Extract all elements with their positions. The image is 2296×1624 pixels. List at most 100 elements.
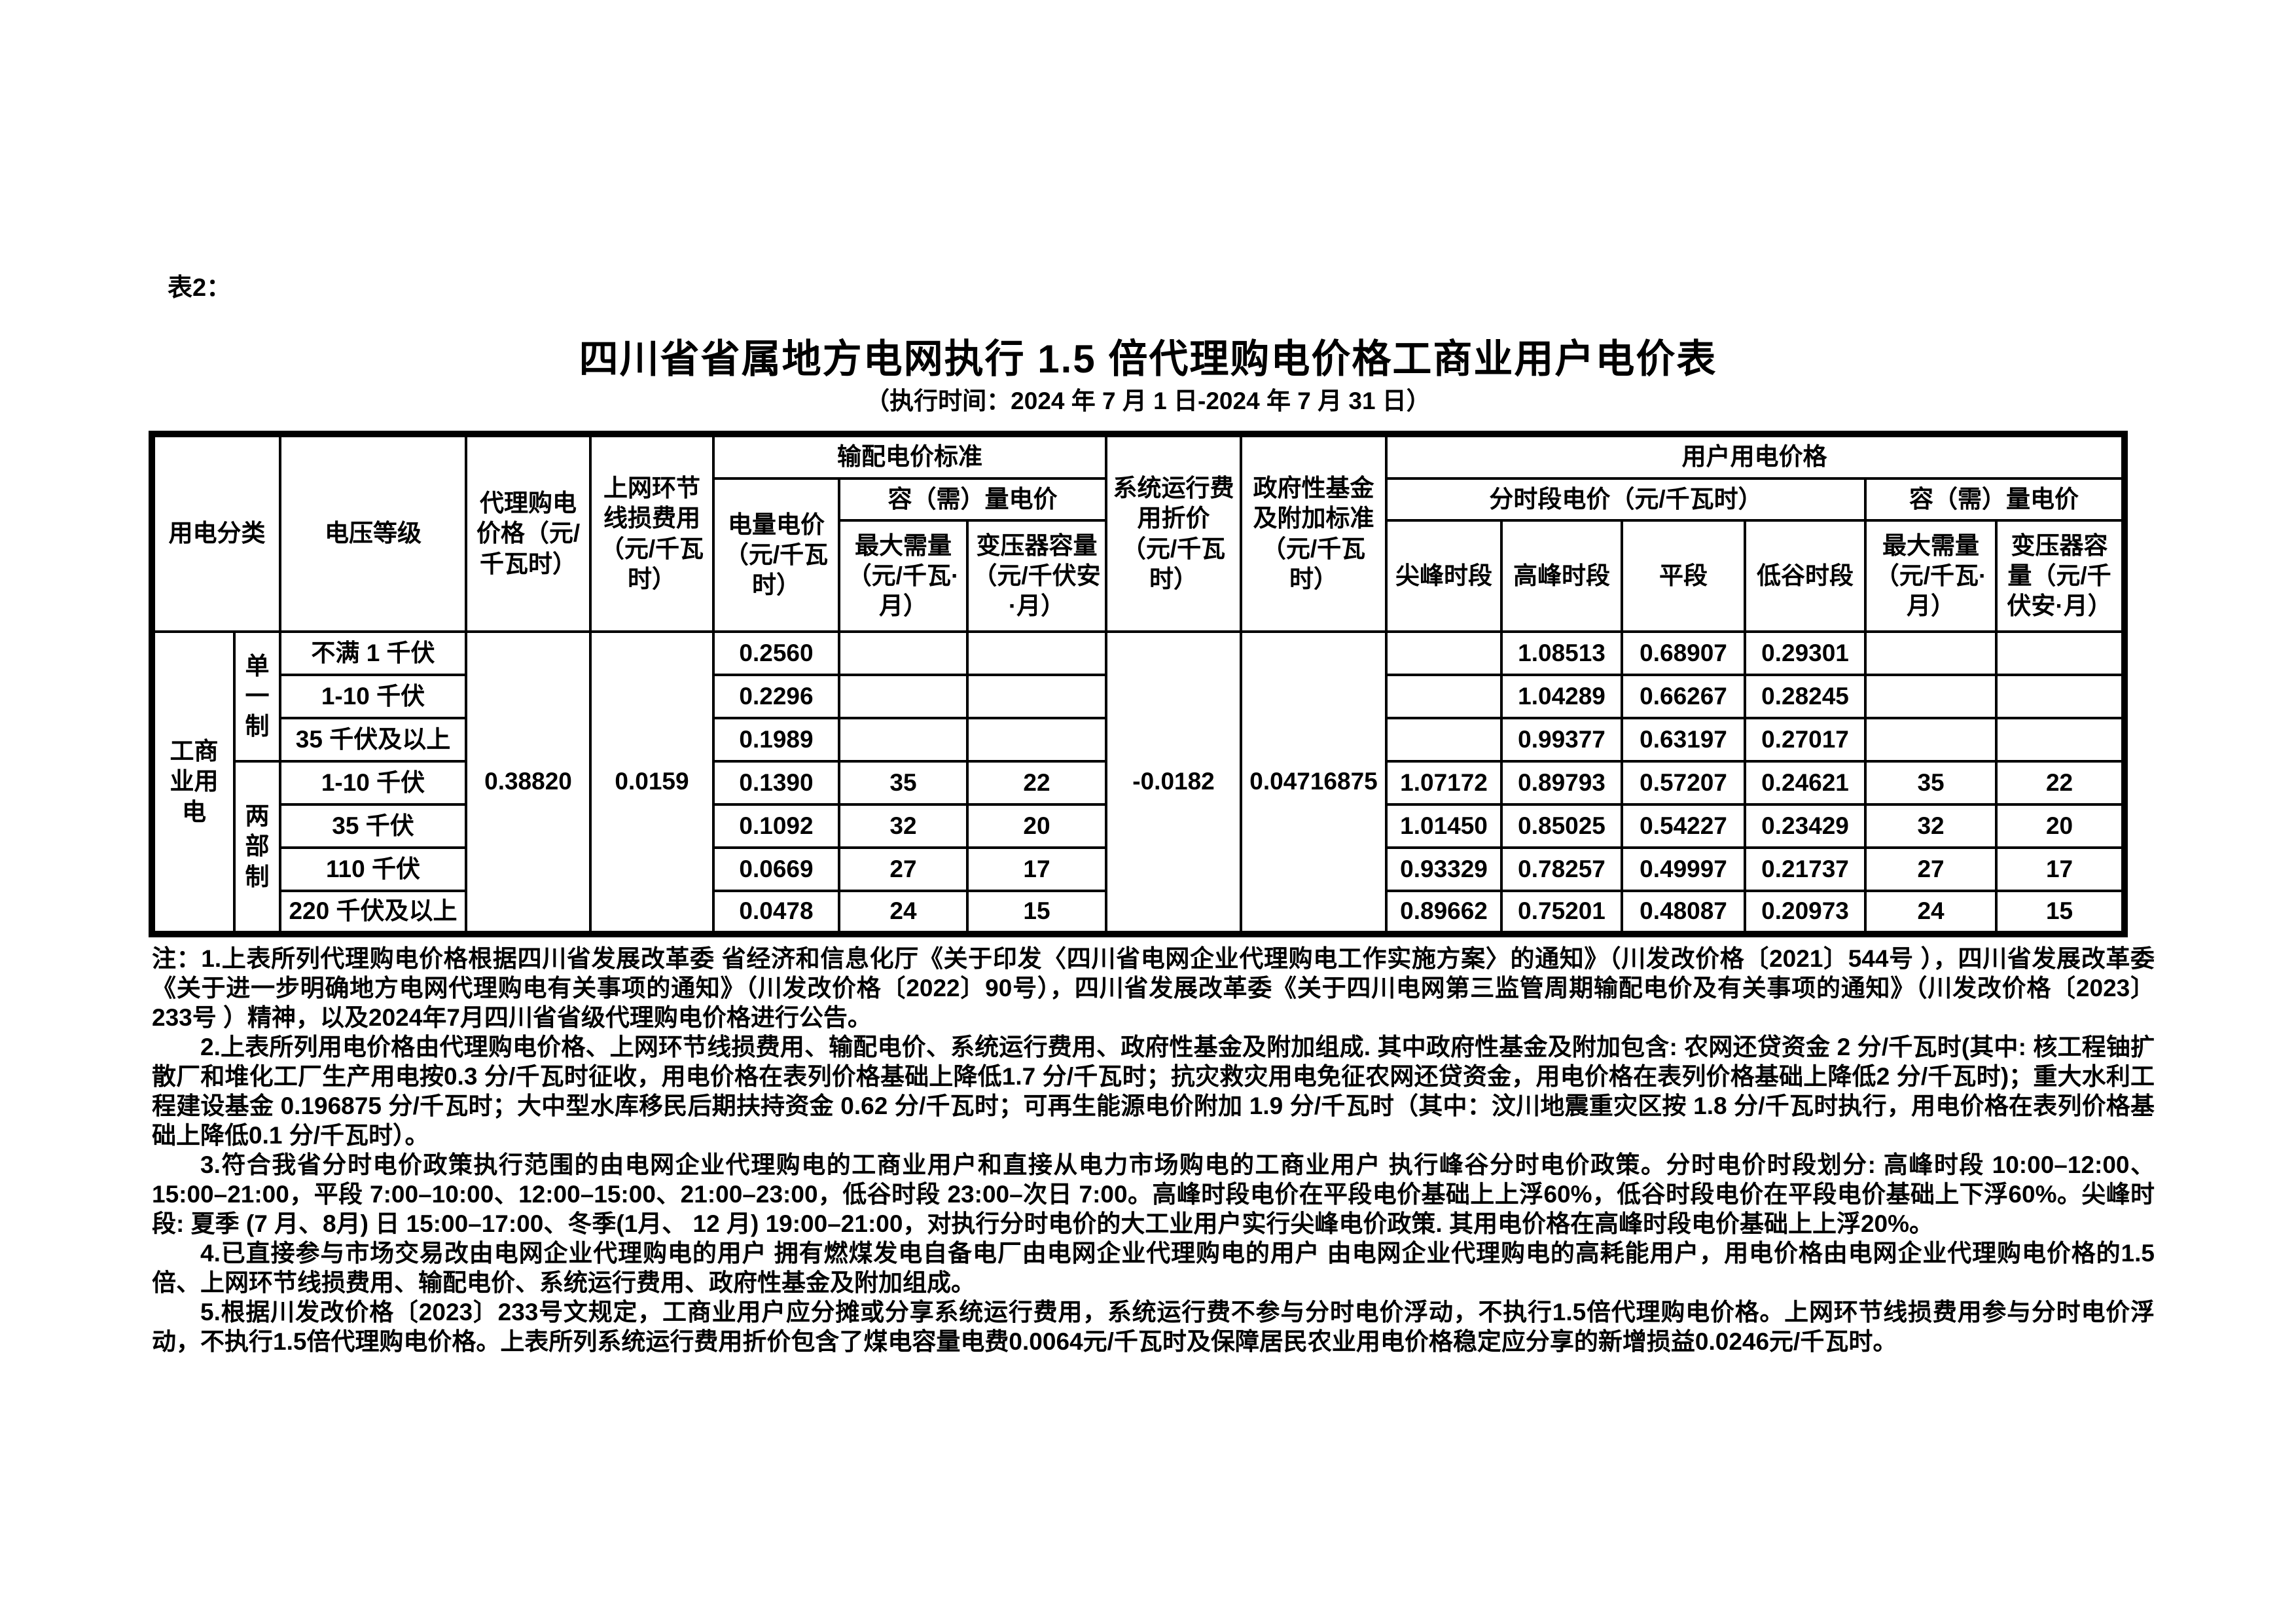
cell-voltage: 1-10 千伏 <box>279 760 467 806</box>
cell-max-demand2 <box>1864 674 1998 719</box>
cell-peak: 0.89793 <box>1500 760 1624 806</box>
cell-transformer: 17 <box>965 846 1108 892</box>
cell-flat: 0.48087 <box>1621 890 1747 935</box>
table-row: 220 千伏及以上 0.0478 24 15 0.89662 0.75201 0… <box>152 890 2126 935</box>
cell-voltage: 1-10 千伏 <box>279 674 467 719</box>
notes-section: 注：1.上表所列代理购电价格根据四川省发展改革委 省经济和信息化厅《关于印发〈四… <box>152 944 2155 1356</box>
cell-flat: 0.63197 <box>1621 717 1747 763</box>
header-capacity-group-right: 容（需）量电价 <box>1864 477 2126 522</box>
note-1: 注：1.上表所列代理购电价格根据四川省发展改革委 省经济和信息化厅《关于印发〈四… <box>152 945 2155 1031</box>
cell-transformer2 <box>1995 674 2126 719</box>
header-energy-price: 电量电价（元/千瓦时） <box>712 477 840 633</box>
doc-title: 四川省省属地方电网执行 1.5 倍代理购电价格工商业用户电价表 <box>579 337 1717 381</box>
cell-max-demand2: 35 <box>1864 760 1998 806</box>
cell-flat: 0.54227 <box>1621 803 1747 849</box>
note-5: 5.根据川发改价格〔2023〕233号文规定，工商业用户应分摊或分享系统运行费用… <box>152 1299 2155 1355</box>
cell-max-demand: 24 <box>838 890 969 935</box>
header-valley: 低谷时段 <box>1744 519 1867 633</box>
header-usage-class: 用电分类 <box>151 433 281 633</box>
cell-max-demand: 35 <box>838 760 969 806</box>
cell-flat: 0.68907 <box>1621 630 1747 676</box>
table-tag: 表2： <box>168 274 232 302</box>
table-row: 35 千伏及以上 0.1989 0.99377 0.63197 0.27017 <box>152 717 2126 763</box>
cell-sharp: 1.01450 <box>1385 803 1503 849</box>
cell-transformer2: 15 <box>1995 890 2126 935</box>
note-3: 3.符合我省分时电价政策执行范围的由电网企业代理购电的工商业用户和直接从电力市场… <box>152 1151 2155 1237</box>
header-gov-fund: 政府性基金及附加标准（元/千瓦时） <box>1240 433 1388 633</box>
cell-transformer <box>965 717 1108 763</box>
cell-energy: 0.0478 <box>712 890 840 935</box>
cell-transformer2 <box>1995 717 2126 763</box>
cell-peak: 0.78257 <box>1500 846 1624 892</box>
header-flat: 平段 <box>1621 519 1747 633</box>
cell-sharp: 0.93329 <box>1385 846 1503 892</box>
header-system-fee: 系统运行费用折价（元/千瓦时） <box>1105 433 1243 633</box>
cell-flat: 0.49997 <box>1621 846 1747 892</box>
cell-valley: 0.29301 <box>1744 630 1867 676</box>
cell-peak: 0.75201 <box>1500 890 1624 935</box>
header-max-demand-right: 最大需量（元/千瓦·月） <box>1864 519 1998 633</box>
cell-transformer2 <box>1995 630 2126 676</box>
cell-max-demand: 27 <box>838 846 969 892</box>
header-peak: 高峰时段 <box>1500 519 1624 633</box>
header-agency-price: 代理购电价格（元/千瓦时） <box>465 433 592 633</box>
header-max-demand-left: 最大需量（元/千瓦·月） <box>838 519 969 633</box>
cell-system-fee: -0.0182 <box>1105 630 1243 935</box>
cell-valley: 0.20973 <box>1744 890 1867 935</box>
cell-voltage: 不满 1 千伏 <box>279 630 467 676</box>
header-transformer-right: 变压器容量（元/千伏安·月） <box>1995 519 2126 633</box>
cell-usage-category: 工商业用电 <box>151 630 236 935</box>
cell-energy: 0.1092 <box>712 803 840 849</box>
table-row: 35 千伏 0.1092 32 20 1.01450 0.85025 0.542… <box>152 803 2126 849</box>
cell-grid-loss: 0.0159 <box>589 630 715 935</box>
cell-transformer: 22 <box>965 760 1108 806</box>
cell-max-demand2: 32 <box>1864 803 1998 849</box>
cell-voltage: 35 千伏 <box>279 803 467 849</box>
table-row: 1-10 千伏 0.2296 1.04289 0.66267 0.28245 <box>152 674 2126 719</box>
cell-peak: 1.04289 <box>1500 674 1624 719</box>
cell-transformer: 20 <box>965 803 1108 849</box>
cell-sharp <box>1385 630 1503 676</box>
cell-transformer <box>965 630 1108 676</box>
cell-sharp: 0.89662 <box>1385 890 1503 935</box>
cell-valley: 0.28245 <box>1744 674 1867 719</box>
header-transmission-group: 输配电价标准 <box>711 433 1108 480</box>
cell-voltage: 35 千伏及以上 <box>279 717 467 763</box>
cell-peak: 1.08513 <box>1500 630 1624 676</box>
price-table: 用电分类 电压等级 代理购电价格（元/千瓦时） 上网环节线损费用（元/千瓦时） … <box>149 431 2128 937</box>
cell-valley: 0.27017 <box>1744 717 1867 763</box>
cell-voltage: 110 千伏 <box>279 846 467 892</box>
cell-energy: 0.0669 <box>712 846 840 892</box>
cell-peak: 0.99377 <box>1500 717 1624 763</box>
header-voltage-level: 电压等级 <box>279 433 467 633</box>
cell-gov-fund: 0.04716875 <box>1240 630 1388 935</box>
cell-max-demand2: 27 <box>1864 846 1998 892</box>
cell-transformer2: 20 <box>1995 803 2126 849</box>
cell-sharp: 1.07172 <box>1385 760 1503 806</box>
header-capacity-group-left: 容（需）量电价 <box>837 477 1108 522</box>
cell-valley: 0.23429 <box>1744 803 1867 849</box>
note-4: 4.已直接参与市场交易改由电网企业代理购电的用户 拥有燃煤发电自备电厂由电网企业… <box>152 1240 2155 1296</box>
header-sharp-peak: 尖峰时段 <box>1385 519 1503 633</box>
cell-max-demand2: 24 <box>1864 890 1998 935</box>
note-2: 2.上表所列用电价格由代理购电价格、上网环节线损费用、输配电价、系统运行费用、政… <box>152 1034 2155 1149</box>
cell-sharp <box>1385 674 1503 719</box>
cell-max-demand2 <box>1864 717 1998 763</box>
table-row: 110 千伏 0.0669 27 17 0.93329 0.78257 0.49… <box>152 846 2126 892</box>
cell-transformer2: 22 <box>1995 760 2126 806</box>
table-row: 工商业用电 单一制 不满 1 千伏 0.38820 0.0159 0.2560 … <box>151 630 2126 935</box>
cell-max-demand <box>838 674 969 719</box>
table-row: 两部制 1-10 千伏 0.1390 35 22 1.07172 0.89793… <box>152 760 2126 935</box>
cell-system-single: 单一制 <box>233 630 281 763</box>
header-transformer-left: 变压器容量（元/千伏安·月） <box>965 519 1108 633</box>
cell-system-two-part: 两部制 <box>233 760 281 935</box>
cell-max-demand <box>838 717 969 763</box>
cell-energy: 0.1390 <box>712 760 840 806</box>
header-user-price-group: 用户用电价格 <box>1385 433 2126 480</box>
header-grid-loss: 上网环节线损费用（元/千瓦时） <box>589 433 715 633</box>
cell-flat: 0.57207 <box>1621 760 1747 806</box>
cell-transformer <box>965 674 1108 719</box>
cell-max-demand2 <box>1864 630 1998 676</box>
cell-max-demand <box>838 630 969 676</box>
cell-energy: 0.1989 <box>712 717 840 763</box>
